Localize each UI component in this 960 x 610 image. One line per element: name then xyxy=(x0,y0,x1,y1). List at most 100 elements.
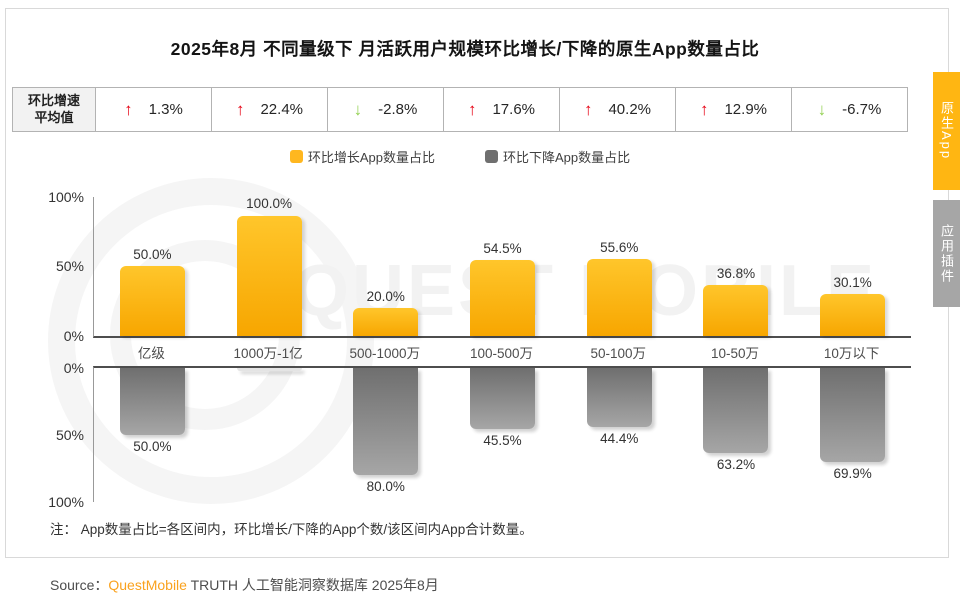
growth-bar-50-100万 xyxy=(586,259,652,336)
y-tick-label: 100% xyxy=(48,189,84,205)
bar-slot: 55.6% xyxy=(561,197,678,336)
bar-slot: 45.5% xyxy=(444,368,561,502)
stats-value: 12.9% xyxy=(724,101,768,118)
decline-bar-500-1000万 xyxy=(353,368,419,475)
stats-value: -6.7% xyxy=(842,101,882,118)
bottom-chart-y-axis: 0% 50% 100% xyxy=(24,360,84,510)
bar-value-label: 63.2% xyxy=(716,457,756,472)
bar-value-label: 45.5% xyxy=(483,433,522,448)
bar-value-label: 50.0% xyxy=(133,439,172,454)
up-arrow-icon: ↑ xyxy=(467,100,477,119)
bar-value-label: 100.0% xyxy=(246,196,292,211)
legend-item-growth: 环比增长App数量占比 xyxy=(289,147,435,166)
bar-slot xyxy=(211,368,328,502)
chart-title: 2025年8月 不同量级下 月活跃用户规模环比增长/下降的原生App数量占比 xyxy=(170,39,760,59)
category-label: 50-100万 xyxy=(590,346,646,361)
category-label: 10-50万 xyxy=(710,346,759,361)
bar-value-label: 54.5% xyxy=(483,240,522,256)
decline-bar-chart: 50.0% 80.0% 45.5% 44.4% 63.2% 69.9% xyxy=(93,366,911,502)
source-suffix: TRUTH 人工智能洞察数据库 2025年8月 xyxy=(186,577,439,593)
up-arrow-icon: ↑ xyxy=(583,100,593,119)
stats-cell: ↑ 17.6% xyxy=(444,88,560,131)
bar-slot: 36.8% xyxy=(678,197,795,336)
stats-row-header: 环比增速 平均值 xyxy=(13,88,96,131)
decline-bar-100-500万 xyxy=(470,368,536,429)
stats-row-header-line2: 平均值 xyxy=(34,109,74,125)
category-label: 500-1000万 xyxy=(349,346,421,361)
decline-bar-10万以下 xyxy=(820,368,886,462)
bar-slot: 80.0% xyxy=(327,368,444,502)
up-arrow-icon: ↑ xyxy=(235,100,245,119)
stats-value: 40.2% xyxy=(608,101,652,118)
bar-value-label: 36.8% xyxy=(716,265,756,281)
bar-slot: 30.1% xyxy=(794,197,911,336)
stats-table: 环比增速 平均值 ↑ 1.3% ↑ 22.4% ↓ -2.8% ↑ 17.6% ↑ 40.2% ↑ 1… xyxy=(12,87,908,132)
decline-bar-10-50万 xyxy=(703,368,769,453)
decline-bar-1000万-1亿 xyxy=(236,368,302,371)
y-tick-label: 50% xyxy=(55,427,84,443)
growth-bar-100-500万 xyxy=(470,260,536,336)
chart-legend: 环比增长App数量占比 环比下降App数量占比 xyxy=(0,147,920,166)
bar-slot: 100.0% xyxy=(211,197,328,336)
bar-value-label: 50.0% xyxy=(133,246,172,262)
category-label: 10万以下 xyxy=(823,346,880,361)
legend-label-decline: 环比下降App数量占比 xyxy=(503,150,631,165)
down-arrow-icon: ↓ xyxy=(817,100,827,119)
brand-name: QuestMobile xyxy=(108,577,187,593)
category-label: 亿级 xyxy=(137,346,165,361)
up-arrow-icon: ↑ xyxy=(124,100,133,119)
bar-value-label: 69.9% xyxy=(833,466,872,481)
category-axis: 亿级 1000万-1亿 500-1000万 100-500万 50-100万 10-50万… xyxy=(93,342,910,362)
stats-value: -2.8% xyxy=(378,101,418,118)
footnote: 注： App数量占比=各区间内，环比增长/下降的App个数/该区间内App合计数… xyxy=(50,522,533,537)
decline-bar-50-100万 xyxy=(586,368,652,427)
bar-slot: 44.4% xyxy=(561,368,678,502)
tab-app-plugin[interactable]: 应用插件 xyxy=(933,200,960,307)
growth-bar-chart: 50.0% 100.0% 20.0% 54.5% 55.6% 36.8% 30.1% xyxy=(93,197,911,338)
source-prefix: Source： xyxy=(50,577,109,593)
stats-cell: ↑ 40.2% xyxy=(560,88,676,131)
growth-bar-亿级 xyxy=(119,266,185,336)
decline-series-swatch-icon xyxy=(485,150,498,163)
stats-value: 22.4% xyxy=(260,101,304,118)
bar-slot: 50.0% xyxy=(94,197,211,336)
bar-value-label: 30.1% xyxy=(833,274,872,290)
y-tick-label: 50% xyxy=(55,258,84,274)
decline-bar-亿级 xyxy=(119,368,185,435)
stats-cell: ↓ -6.7% xyxy=(792,88,907,131)
growth-bar-10-50万 xyxy=(703,285,769,336)
stats-cell: ↓ -2.8% xyxy=(328,88,444,131)
category-label: 1000万-1亿 xyxy=(233,346,303,361)
tab-native-app[interactable]: 原生App xyxy=(933,72,960,190)
y-tick-label: 0% xyxy=(63,328,84,344)
y-tick-label: 100% xyxy=(48,494,84,510)
source-line: Source：QuestMobile TRUTH 人工智能洞察数据库 2025年… xyxy=(50,575,439,595)
stats-row-header-line1: 环比增速 xyxy=(27,92,80,108)
bar-slot: 50.0% xyxy=(94,368,211,502)
bar-value-label: 80.0% xyxy=(366,479,405,494)
up-arrow-icon: ↑ xyxy=(699,100,709,119)
growth-bar-10万以下 xyxy=(820,294,886,336)
y-tick-label: 0% xyxy=(63,360,84,376)
stats-value: 1.3% xyxy=(148,101,183,118)
category-label: 100-500万 xyxy=(469,346,534,361)
bar-slot: 20.0% xyxy=(327,197,444,336)
bar-value-label: 44.4% xyxy=(600,431,639,446)
legend-item-decline: 环比下降App数量占比 xyxy=(485,147,630,166)
legend-label-growth: 环比增长App数量占比 xyxy=(307,150,435,165)
bar-slot: 63.2% xyxy=(678,368,795,502)
growth-bar-1000万-1亿 xyxy=(236,215,302,336)
bar-slot: 54.5% xyxy=(444,197,561,336)
stats-cell: ↑ 22.4% xyxy=(212,88,328,131)
stats-cell: ↑ 1.3% xyxy=(96,88,212,131)
down-arrow-icon: ↓ xyxy=(353,100,363,119)
growth-bar-500-1000万 xyxy=(353,308,419,336)
bar-slot: 69.9% xyxy=(794,368,911,502)
stats-cell: ↑ 12.9% xyxy=(676,88,792,131)
bar-value-label: 55.6% xyxy=(600,239,639,255)
bar-value-label: 20.0% xyxy=(366,288,405,304)
stats-value: 17.6% xyxy=(492,101,536,118)
top-chart-y-axis: 100% 50% 0% xyxy=(24,189,84,344)
growth-series-swatch-icon xyxy=(289,150,303,163)
